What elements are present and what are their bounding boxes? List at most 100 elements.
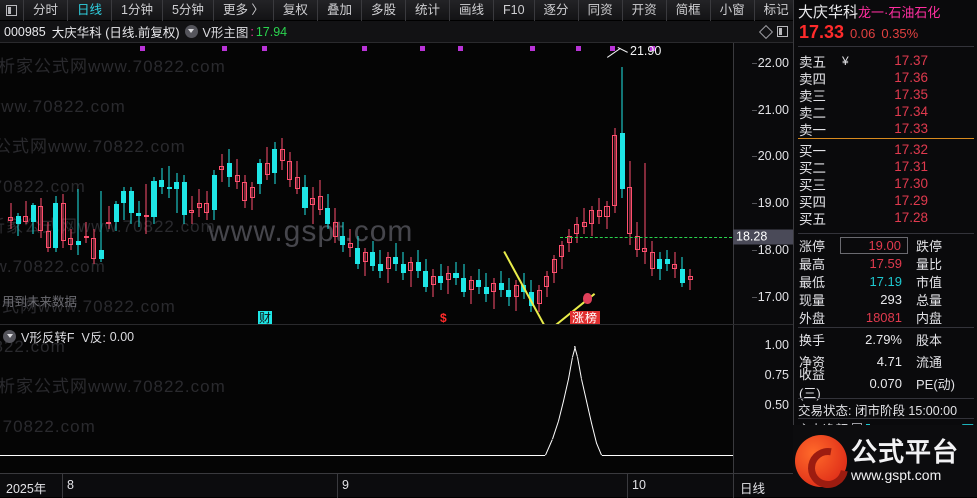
panel-icon[interactable] [0, 0, 24, 21]
candlestick [597, 198, 602, 224]
quote-change-pct: 0.35% [881, 26, 918, 41]
indicator-axis: 1.000.750.50 [733, 325, 793, 474]
price-tick: 20.00 [758, 149, 789, 163]
toolbar-item-more[interactable]: 更多 〉 [214, 0, 273, 21]
bid-row[interactable]: 买三17.30 [794, 175, 977, 192]
chevron-down-icon[interactable] [3, 330, 16, 343]
toolbar-item-huaxian[interactable]: 画线 [450, 0, 494, 21]
stat-label-secondary: 市值 [908, 272, 968, 291]
toolbar-item-xiaochuang[interactable]: 小窗 [711, 0, 755, 21]
indicator-plot[interactable] [0, 343, 733, 474]
trend-line [586, 401, 592, 423]
candlestick [167, 166, 172, 199]
candlestick [469, 276, 474, 304]
ask-price: 17.36 [856, 70, 928, 85]
xaxis-tick-8: 8 [67, 478, 74, 492]
candlestick [401, 252, 406, 280]
candlestick [370, 241, 375, 271]
candlestick [559, 241, 564, 269]
ask-row[interactable]: 卖二17.34 [794, 103, 977, 120]
candlestick [408, 257, 413, 287]
ask-price: 17.34 [856, 104, 928, 119]
toolbar-item-zhufen[interactable]: 逐分 [535, 0, 579, 21]
bid-row[interactable]: 买一17.32 [794, 141, 977, 158]
candlestick [235, 159, 240, 189]
ask-row[interactable]: 卖三17.35 [794, 86, 977, 103]
candlestick [355, 236, 360, 269]
candlestick [91, 229, 96, 264]
trend-line [577, 357, 582, 379]
stat-label-secondary: 流通 [908, 352, 968, 371]
candlestick [23, 201, 28, 224]
marker-dot-row [0, 43, 733, 53]
date-axis: 2025年 8 9 10 日线 [0, 473, 793, 497]
logo-text: 公式平台 www.gspt.com [851, 438, 959, 484]
toolbar-item-f10[interactable]: F10 [494, 0, 535, 21]
bid-row[interactable]: 买四17.29 [794, 192, 977, 209]
trend-line [581, 379, 587, 401]
stat-label: 最低 [794, 272, 840, 291]
bid-row[interactable]: 买五17.28 [794, 209, 977, 226]
indicator-tick: 0.75 [765, 368, 789, 382]
stat-label: 现量 [794, 290, 840, 309]
candlestick [310, 187, 315, 224]
toolbar-item-kaizi[interactable]: 开资 [623, 0, 667, 21]
indicator-name[interactable]: V形主图 [203, 22, 249, 41]
toolbar-item-tongzi[interactable]: 同资 [579, 0, 623, 21]
candlestick [280, 138, 285, 171]
diamond-icon[interactable] [759, 24, 773, 38]
toolbar-item-1min[interactable]: 1分钟 [112, 0, 163, 21]
stat-label-secondary: 股本 [908, 330, 968, 349]
candlestick [197, 189, 202, 217]
candlestick [16, 213, 21, 236]
quote-tag-leader: 龙一· [858, 2, 888, 21]
stat-label-secondary: PE(动) [908, 374, 968, 393]
ask-row[interactable]: 卖五¥17.37 [794, 52, 977, 69]
xaxis-tick-10: 10 [632, 478, 646, 492]
bid-row[interactable]: 买二17.31 [794, 158, 977, 175]
price-axis: 22.0021.0020.0019.0018.0017.0018.28 [733, 43, 793, 324]
ask-row[interactable]: 卖一17.33 [794, 120, 977, 137]
quote-title: 大庆华科 龙一· 石油石化 [794, 1, 977, 21]
candlestick [219, 154, 224, 182]
toolbar-item-5min[interactable]: 5分钟 [163, 0, 214, 21]
toolbar-item-rixian[interactable]: 日线 [68, 0, 112, 21]
candlestick [386, 252, 391, 282]
stat-value: 293 [840, 292, 908, 307]
panel-icon[interactable] [777, 26, 788, 37]
toolbar-item-fuquan[interactable]: 复权 [273, 0, 318, 21]
trend-line [558, 401, 564, 421]
candlestick [340, 222, 345, 252]
candlestick [38, 198, 43, 238]
xaxis-year: 2025年 [6, 478, 46, 497]
indicator-value: 17.94 [256, 25, 287, 39]
stat-label: 最高 [794, 254, 840, 273]
ask-row[interactable]: 卖四17.36 [794, 69, 977, 86]
signal-dot [140, 46, 145, 51]
toolbar-item-duogu[interactable]: 多股 [362, 0, 406, 21]
stat-value: 18081 [840, 310, 908, 325]
toolbar-item-diejia[interactable]: 叠加 [318, 0, 362, 21]
ask-price: 17.33 [856, 121, 928, 136]
signal-dot [362, 46, 367, 51]
high-price-callout: 21.90 [630, 44, 661, 58]
candlestick [325, 194, 330, 229]
candlestick [378, 250, 383, 278]
stat-row: 换手2.79%股本 [794, 330, 977, 348]
candlestick [189, 196, 194, 224]
toolbar-item-tongji[interactable]: 统计 [406, 0, 450, 21]
toolbar-item-fenshi[interactable]: 分时 [24, 0, 68, 21]
candlestick [665, 250, 670, 271]
xaxis-period: 日线 [740, 478, 765, 497]
dollar-marker: $ [439, 311, 448, 324]
candlestick [348, 229, 353, 257]
quote-panel: 大庆华科 龙一· 石油石化 17.33 0.06 0.35% 卖五¥17.37卖… [793, 0, 977, 497]
toolbar-item-jiankuang[interactable]: 简框 [667, 0, 711, 21]
chevron-down-icon[interactable] [185, 25, 198, 38]
candlestick-plot[interactable]: 21.9016.68财$涨榜用到未来数据 [0, 43, 733, 324]
stat-label: 涨停 [794, 236, 840, 255]
candlestick [604, 201, 609, 229]
candlestick [333, 208, 338, 243]
stat-value: 0.070 [840, 376, 908, 391]
stat-row: 最低17.19市值 [794, 272, 977, 290]
